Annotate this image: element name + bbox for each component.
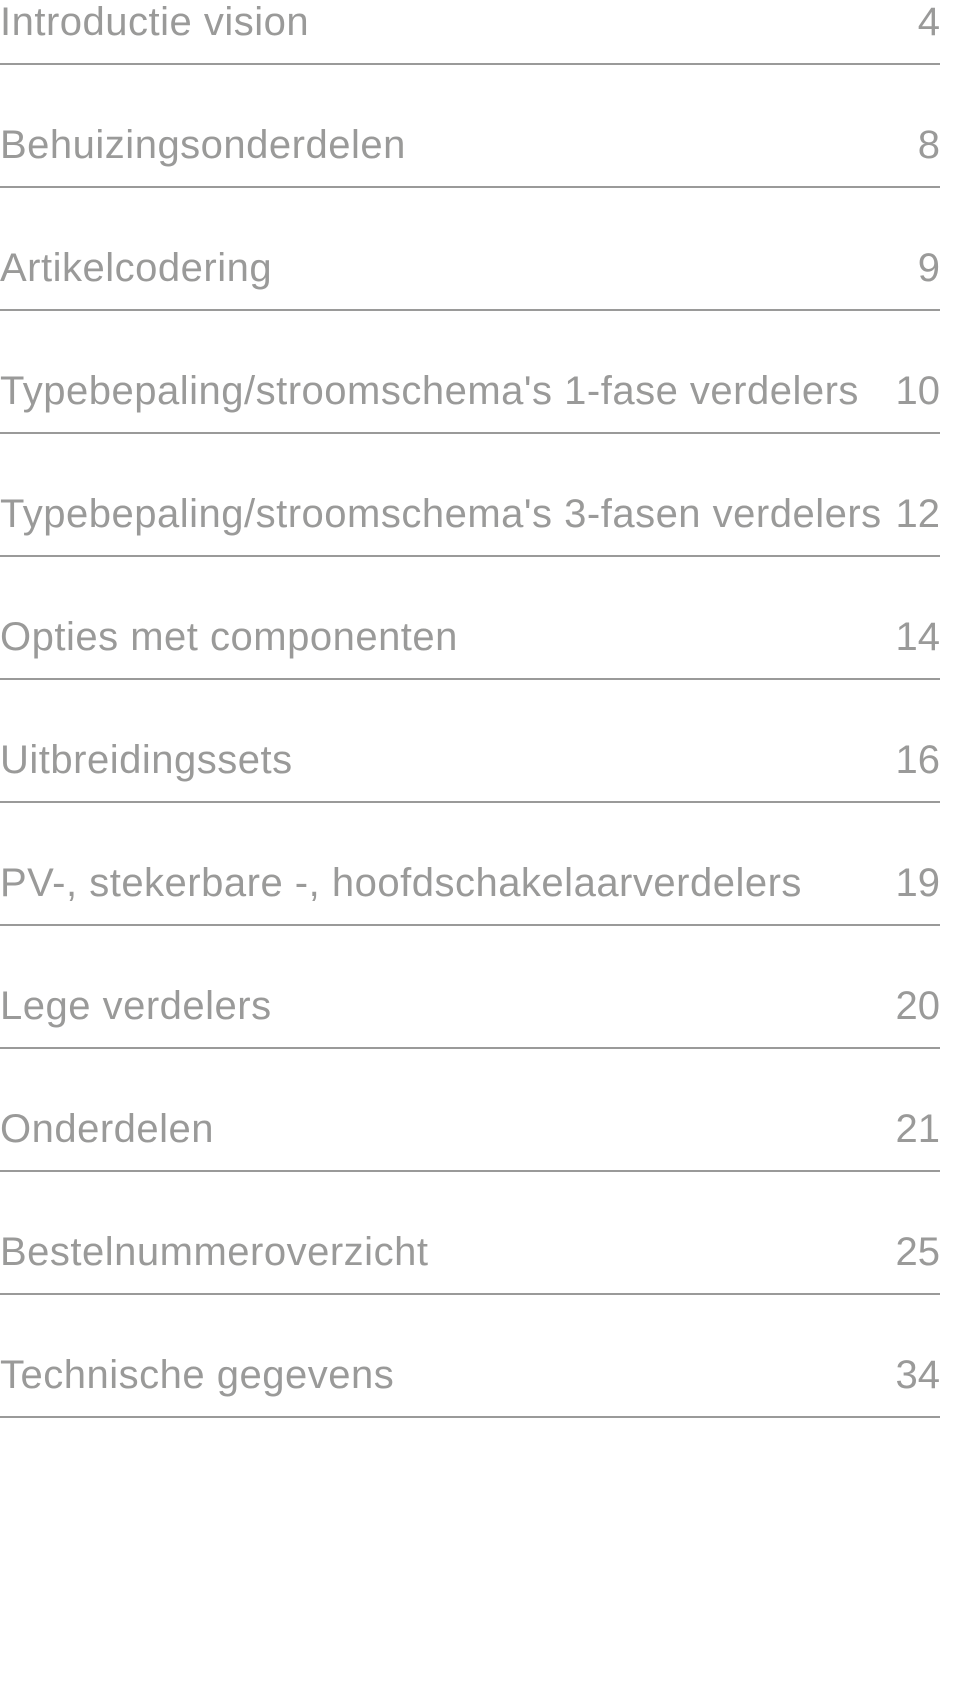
toc-row: Uitbreidingssets 16 <box>0 680 940 803</box>
toc-page: Introductie vision 4 Behuizingsonderdele… <box>0 0 960 1706</box>
toc-row: Behuizingsonderdelen 8 <box>0 65 940 188</box>
toc-label: PV-, stekerbare -, hoofdschakelaarverdel… <box>0 861 802 906</box>
toc-page-number: 4 <box>918 0 940 45</box>
toc-label: Onderdelen <box>0 1107 214 1152</box>
toc-label: Technische gegevens <box>0 1353 394 1398</box>
toc-row: Opties met componenten 14 <box>0 557 940 680</box>
toc-page-number: 14 <box>896 615 941 660</box>
toc-row: Technische gegevens 34 <box>0 1295 940 1418</box>
toc-label: Opties met componenten <box>0 615 458 660</box>
toc-row: PV-, stekerbare -, hoofdschakelaarverdel… <box>0 803 940 926</box>
toc-page-number: 9 <box>918 246 940 291</box>
toc-label: Typebepaling/stroomschema's 1-fase verde… <box>0 369 859 414</box>
toc-row: Onderdelen 21 <box>0 1049 940 1172</box>
toc-row: Artikelcodering 9 <box>0 188 940 311</box>
toc-page-number: 21 <box>896 1107 941 1152</box>
toc-page-number: 25 <box>896 1230 941 1275</box>
toc-page-number: 8 <box>918 123 940 168</box>
toc-label: Uitbreidingssets <box>0 738 293 783</box>
toc-label: Lege verdelers <box>0 984 272 1029</box>
toc-row: Bestelnummeroverzicht 25 <box>0 1172 940 1295</box>
toc-page-number: 19 <box>896 861 941 906</box>
toc-label: Behuizingsonderdelen <box>0 123 406 168</box>
toc-page-number: 34 <box>896 1353 941 1398</box>
toc-page-number: 16 <box>896 738 941 783</box>
toc-row: Lege verdelers 20 <box>0 926 940 1049</box>
toc-page-number: 12 <box>896 492 941 537</box>
toc-row: Typebepaling/stroomschema's 1-fase verde… <box>0 311 940 434</box>
toc-page-number: 20 <box>896 984 941 1029</box>
toc-row: Typebepaling/stroomschema's 3-fasen verd… <box>0 434 940 557</box>
toc-label: Introductie vision <box>0 0 309 45</box>
toc-label: Bestelnummeroverzicht <box>0 1230 428 1275</box>
toc-row: Introductie vision 4 <box>0 0 940 65</box>
toc-page-number: 10 <box>896 369 941 414</box>
toc-label: Typebepaling/stroomschema's 3-fasen verd… <box>0 492 882 537</box>
toc-label: Artikelcodering <box>0 246 272 291</box>
